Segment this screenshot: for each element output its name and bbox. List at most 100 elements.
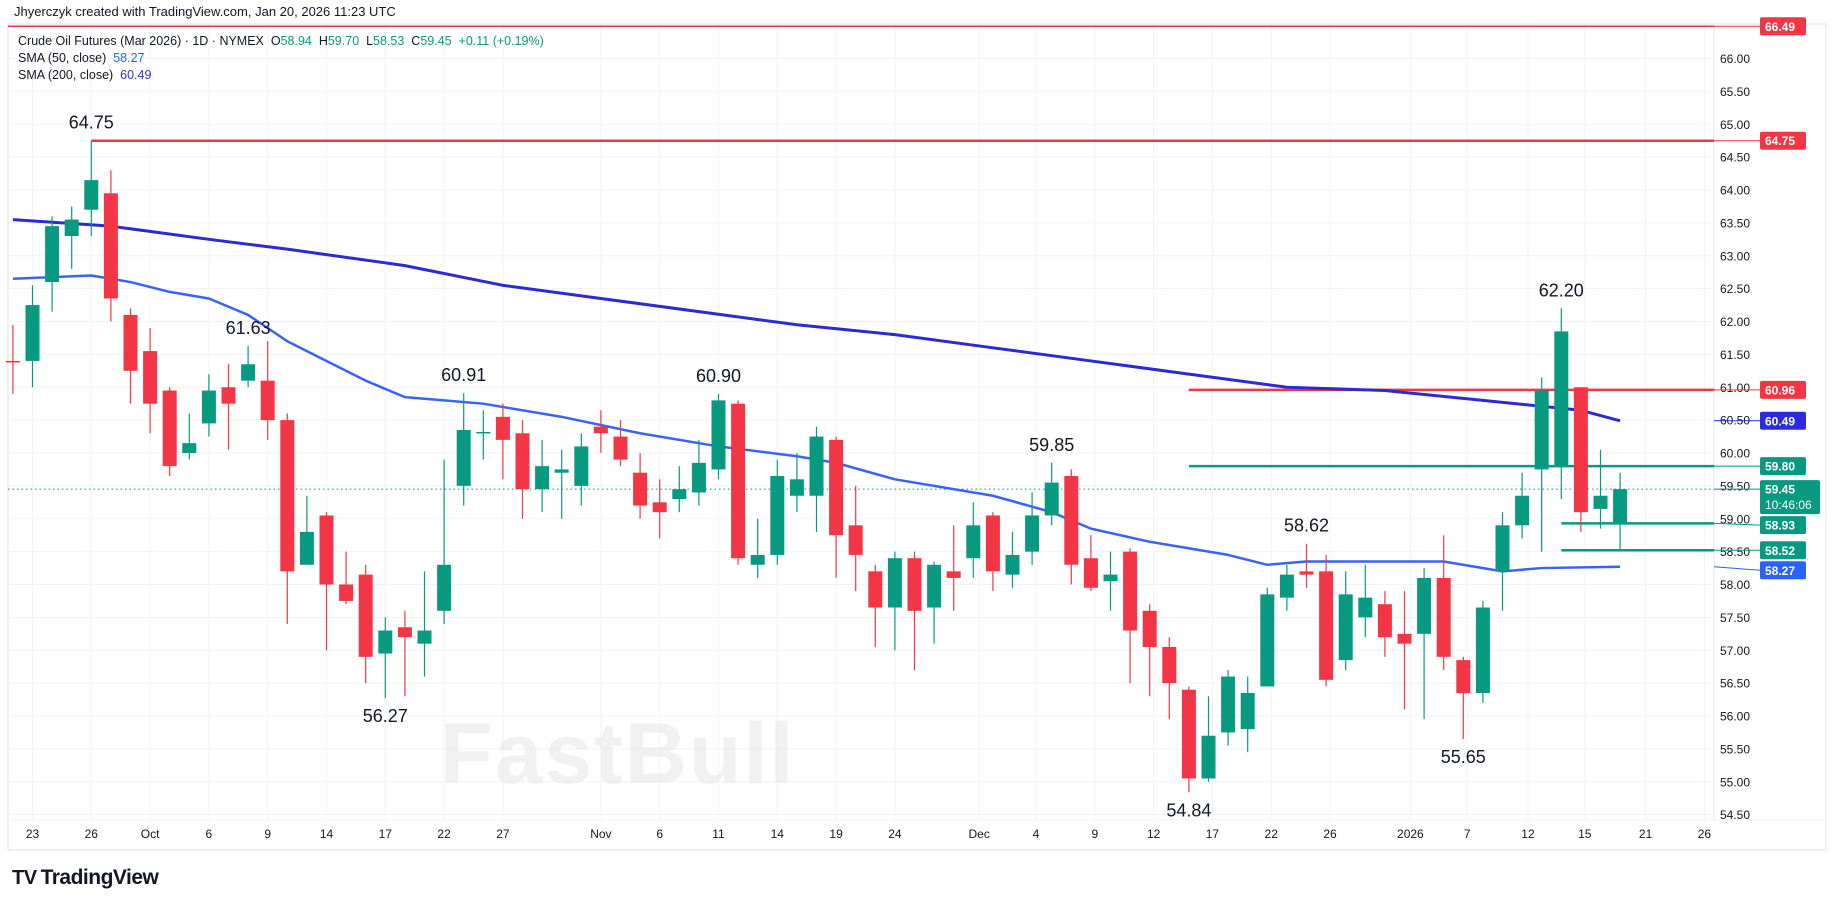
candle-body: [260, 380, 275, 421]
candle-body: [1025, 515, 1040, 552]
candle: [1240, 676, 1255, 753]
candle: [848, 485, 863, 592]
price-label-leader: [1713, 566, 1761, 571]
candle-body: [45, 226, 60, 283]
price-label-text: 59.80: [1765, 460, 1795, 474]
price-annotation: 56.27: [363, 706, 408, 726]
candle-body: [868, 571, 883, 608]
candle: [143, 328, 158, 434]
sma50-value: 58.27: [113, 51, 145, 65]
price-label-box: [1760, 131, 1806, 150]
candle: [731, 400, 746, 565]
price-annotation: 62.20: [1539, 280, 1584, 300]
y-tick-label: 62.50: [1720, 282, 1750, 296]
candle: [613, 420, 628, 467]
sma200-legend-row[interactable]: SMA (200, close) 60.49: [18, 67, 544, 84]
y-tick-label: 56.50: [1720, 677, 1750, 691]
sma50-label: SMA (50, close): [18, 51, 107, 65]
candle: [5, 324, 20, 394]
candle-body: [1397, 633, 1412, 644]
x-tick-label: 11: [712, 827, 725, 841]
candle: [182, 413, 197, 460]
candle: [1142, 604, 1157, 697]
candle: [260, 341, 275, 440]
symbol-legend-row[interactable]: Crude Oil Futures (Mar 2026) · 1D · NYME…: [18, 33, 544, 50]
candle: [339, 551, 354, 605]
open-value: 58.94: [280, 34, 312, 48]
y-tick-label: 65.00: [1720, 118, 1750, 132]
candle: [1260, 587, 1275, 687]
candle-body: [1554, 331, 1569, 467]
candle: [1475, 600, 1490, 703]
candle-body: [985, 515, 1000, 572]
candle: [1319, 554, 1334, 687]
candle-body: [1103, 574, 1118, 582]
price-label-box: [1760, 480, 1820, 515]
candle-body: [652, 502, 667, 513]
candle-body: [1338, 594, 1353, 661]
candle-body: [633, 472, 648, 506]
candle: [221, 364, 236, 450]
candle-body: [1358, 597, 1373, 618]
candle-body: [103, 193, 118, 299]
candle-body: [750, 554, 765, 565]
price-label-box: [1760, 380, 1806, 399]
candle-body: [515, 433, 530, 490]
high-value: 59.70: [327, 34, 360, 48]
x-tick-label: 14: [771, 827, 785, 841]
candle-body: [437, 564, 452, 611]
price-label-text: 58.27: [1765, 564, 1795, 578]
sma200-line: [12, 218, 1621, 423]
y-tick-label: 65.50: [1720, 85, 1750, 99]
x-tick-label: 27: [496, 827, 510, 841]
chart-legend: Crude Oil Futures (Mar 2026) · 1D · NYME…: [18, 33, 544, 84]
x-tick-label: 24: [888, 827, 902, 841]
candle-body: [966, 525, 981, 559]
candle: [1495, 512, 1510, 611]
y-tick-label: 54.50: [1720, 808, 1750, 822]
candle-body: [1142, 610, 1157, 647]
candle: [1025, 492, 1040, 565]
price-annotation: 60.91: [441, 365, 486, 385]
candle-body: [162, 390, 177, 467]
x-tick-label: 22: [437, 827, 451, 841]
price-axis-label: 60.49: [1714, 411, 1806, 430]
candle-body: [711, 400, 726, 470]
candle: [476, 410, 491, 460]
candle: [437, 459, 452, 624]
candle: [397, 610, 412, 697]
candle: [1456, 656, 1471, 740]
candle: [1515, 472, 1530, 539]
candle: [966, 502, 981, 578]
sma50-legend-row[interactable]: SMA (50, close) 58.27: [18, 50, 544, 67]
price-label-text: 64.75: [1765, 134, 1795, 148]
x-tick-label: 4: [1033, 827, 1040, 841]
y-tick-label: 61.00: [1720, 381, 1750, 395]
price-annotation: 58.62: [1284, 516, 1329, 536]
candle-body: [1221, 676, 1236, 733]
candle-body: [397, 627, 412, 638]
candle: [750, 518, 765, 578]
x-tick-label: 9: [1091, 827, 1098, 841]
candle: [691, 439, 706, 506]
x-tick-label: 12: [1521, 827, 1535, 841]
x-tick-label: 9: [264, 827, 271, 841]
candle: [358, 564, 373, 684]
y-tick-label: 59.50: [1720, 479, 1750, 493]
candle-body: [1495, 525, 1510, 572]
candle: [789, 453, 804, 513]
candle: [84, 140, 99, 237]
price-label-text: 59.45: [1765, 483, 1795, 497]
candle: [1005, 531, 1020, 588]
candle: [652, 479, 667, 539]
x-tick-label: 21: [1639, 827, 1653, 841]
candle: [1613, 472, 1628, 550]
candle: [1044, 462, 1059, 526]
tradingview-logo[interactable]: TV TradingView: [12, 866, 159, 890]
candle: [1279, 564, 1294, 611]
candle-body: [123, 314, 138, 371]
candle-body: [887, 558, 902, 608]
candle: [574, 433, 589, 506]
